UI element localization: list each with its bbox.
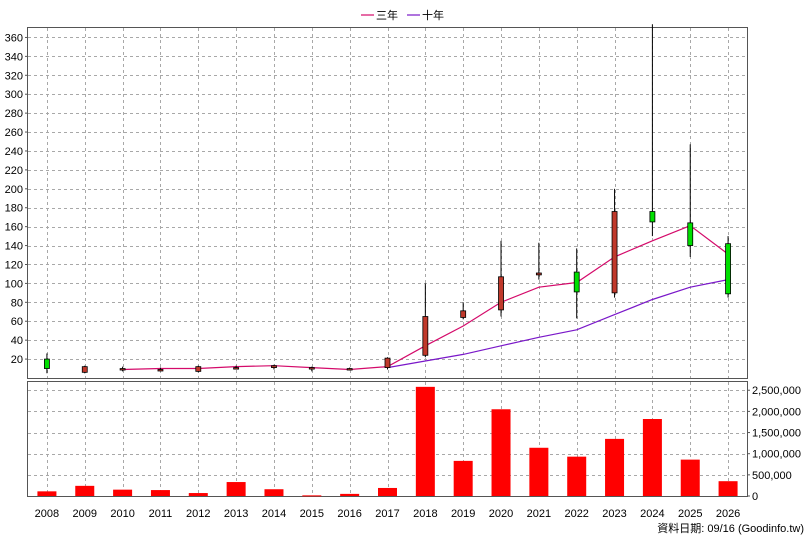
volume-bar xyxy=(642,419,662,496)
price-tick-label: 140 xyxy=(5,241,23,253)
candle-body xyxy=(498,276,504,311)
candle-body xyxy=(573,271,580,293)
volume-bar xyxy=(415,386,435,496)
candle-body xyxy=(725,243,731,295)
candle-body xyxy=(81,366,88,373)
volume-bar xyxy=(75,485,95,496)
year-tick-label: 2026 xyxy=(716,508,740,520)
price-tick-label: 180 xyxy=(5,203,23,215)
candle-body xyxy=(346,368,353,371)
candle-body xyxy=(422,316,429,356)
volume-tick-label: 0 xyxy=(752,491,758,503)
volume-bar xyxy=(453,460,473,496)
year-tick-label: 2017 xyxy=(375,508,399,520)
price-axis-ticks: 20 40 60 80 100 120 140 160 180 200 220 240 260 280 30… xyxy=(5,32,28,366)
year-tick-label: 2023 xyxy=(602,508,626,520)
year-tick-label: 2008 xyxy=(35,508,59,520)
price-tick-label: 20 xyxy=(11,354,23,366)
year-tick-label: 2022 xyxy=(564,508,588,520)
candle-body xyxy=(233,367,240,370)
legend-label-10y: 十年 xyxy=(422,8,444,22)
candle-body xyxy=(460,310,467,318)
volume-bars xyxy=(37,386,738,497)
candle-body xyxy=(157,369,164,372)
year-tick-label: 2021 xyxy=(527,508,551,520)
price-tick-label: 160 xyxy=(5,222,23,234)
volume-tick-label: 1,000,000 xyxy=(752,449,801,461)
volume-tick-label: 2,500,000 xyxy=(752,385,801,397)
price-panel-frame xyxy=(27,27,748,379)
volume-bar xyxy=(302,495,322,497)
year-tick-label: 2020 xyxy=(489,508,513,520)
candle-body xyxy=(195,366,202,372)
volume-tick-label: 500,000 xyxy=(752,470,792,482)
volume-axis-ticks: 0 500,000 1,000,000 1,500,000 2,000,000 2,500… xyxy=(747,385,801,503)
candle-body xyxy=(44,358,50,369)
year-tick-label: 2015 xyxy=(300,508,324,520)
year-axis-ticks: 2008 2009 2010 2011 2012 2013 2014 2015 2016 2017… xyxy=(35,508,741,520)
year-tick-label: 2011 xyxy=(149,508,173,520)
year-tick-label: 2018 xyxy=(413,508,437,520)
year-tick-label: 2014 xyxy=(262,508,286,520)
data-source-note: 資料日期: 09/16 (Goodinfo.tw) xyxy=(657,521,804,535)
volume-bar xyxy=(378,487,397,496)
grid-lines xyxy=(28,28,747,496)
candle-body xyxy=(384,357,391,368)
volume-bar xyxy=(718,481,738,496)
price-tick-label: 200 xyxy=(5,184,23,196)
candle-body xyxy=(308,367,315,370)
price-tick-label: 340 xyxy=(5,51,23,63)
year-tick-label: 2009 xyxy=(73,508,97,520)
year-tick-label: 2025 xyxy=(678,508,702,520)
legend: 三年 十年 xyxy=(361,8,444,22)
year-tick-label: 2013 xyxy=(224,508,248,520)
price-tick-label: 60 xyxy=(11,316,23,328)
candle-body xyxy=(119,368,126,371)
volume-bar xyxy=(567,456,587,496)
price-tick-label: 120 xyxy=(5,259,23,271)
price-tick-label: 320 xyxy=(5,70,23,82)
volume-tick-label: 2,000,000 xyxy=(752,406,801,418)
candle-body xyxy=(535,272,542,276)
volume-bar xyxy=(605,438,625,496)
candle-body xyxy=(611,211,618,294)
candle-body xyxy=(687,222,694,246)
price-tick-label: 360 xyxy=(5,32,23,44)
volume-bar xyxy=(340,493,360,496)
year-tick-label: 2024 xyxy=(640,508,664,520)
volume-bar xyxy=(264,489,284,496)
candlesticks xyxy=(44,24,731,374)
legend-label-3y: 三年 xyxy=(376,8,398,22)
volume-bar xyxy=(529,447,549,496)
price-tick-label: 40 xyxy=(11,335,23,347)
year-tick-label: 2010 xyxy=(110,508,134,520)
volume-bar xyxy=(491,409,511,496)
price-tick-label: 220 xyxy=(5,165,23,177)
volume-bar xyxy=(113,489,133,496)
price-tick-label: 100 xyxy=(5,278,23,290)
year-tick-label: 2012 xyxy=(186,508,210,520)
series-line xyxy=(387,279,729,369)
volume-bar xyxy=(188,493,208,496)
price-tick-label: 300 xyxy=(5,89,23,101)
volume-bar xyxy=(680,459,700,496)
volume-bar xyxy=(150,490,170,496)
volume-bar xyxy=(37,491,57,496)
candle-body xyxy=(649,211,656,223)
price-tick-label: 280 xyxy=(5,108,23,120)
volume-bar xyxy=(226,482,246,496)
candle-body xyxy=(271,365,277,368)
year-tick-label: 2016 xyxy=(337,508,361,520)
volume-panel-frame xyxy=(27,381,748,497)
volume-tick-label: 1,500,000 xyxy=(752,428,801,440)
year-tick-label: 2019 xyxy=(451,508,475,520)
price-tick-label: 80 xyxy=(11,297,23,309)
price-tick-label: 240 xyxy=(5,146,23,158)
price-tick-label: 260 xyxy=(5,127,23,139)
